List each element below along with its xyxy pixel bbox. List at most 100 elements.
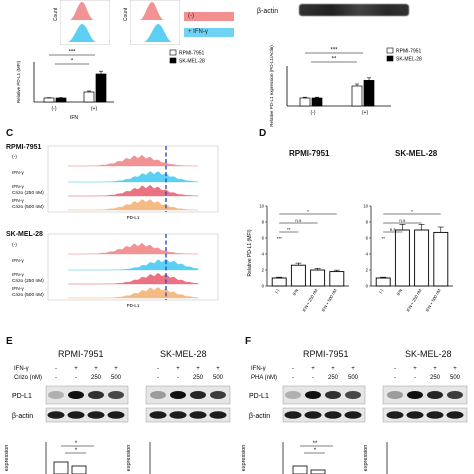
- lane-ifn: +: [311, 366, 315, 372]
- panel-c: C RPMI-7951 SK-MEL-28 (-) IFN-γ IFN-γ Crizo…: [0, 128, 237, 328]
- band-actin: [344, 411, 362, 419]
- panel-f-group1: RPMI-7951: [303, 349, 349, 359]
- y-axis-label: Relative PD-L1 (MFI): [247, 229, 253, 276]
- row-label: Crizo (500 nM): [12, 204, 44, 210]
- y-tick-label: 2: [366, 268, 369, 273]
- histogram-1-0: [68, 242, 198, 255]
- histogram-0-0: [68, 154, 198, 167]
- lane-drug: 250: [430, 375, 441, 381]
- panel-c-letter: C: [6, 128, 14, 139]
- significance-label: n.s: [390, 227, 397, 232]
- band-pdl1: [427, 391, 443, 399]
- lane-drug: -: [157, 375, 159, 381]
- band-actin: [386, 411, 404, 419]
- blot-box-pdl1: [382, 385, 468, 405]
- histogram-thumb-2: [130, 0, 180, 45]
- legend-label: RPMI-7951: [396, 49, 422, 55]
- band-pdl1: [387, 391, 403, 399]
- bar-RPMI-7951-(-): [299, 97, 311, 107]
- y-axis-label: expression: [4, 445, 10, 472]
- significance-label: n.s: [399, 218, 406, 223]
- panel-e-group1: RPMI-7951: [58, 349, 104, 359]
- row1-label: IFN-γ: [251, 366, 266, 372]
- panel-c-group1: RPMI-7951: [6, 144, 42, 151]
- bar-SK-MEL-28-2: [414, 229, 430, 287]
- legend-swatch: [169, 49, 177, 56]
- x-tick-label: (-): [378, 287, 385, 294]
- bar-RPMI-7951-0: [271, 277, 287, 287]
- band-actin: [426, 411, 444, 419]
- y-tick-label: 10: [259, 204, 264, 209]
- row-label: Crizo (250 nM): [12, 278, 44, 284]
- blot-box-actin: [382, 407, 468, 423]
- lower-bar-2: [310, 469, 326, 474]
- lane-ifn: -: [394, 366, 396, 372]
- lane-ifn: +: [94, 366, 98, 372]
- panel-e-group2: SK-MEL-28: [160, 349, 207, 359]
- significance-label: *: [71, 59, 74, 65]
- lane-drug: 250: [91, 375, 102, 381]
- bar-SK-MEL-28-(+): [95, 73, 107, 103]
- row-label: (-): [12, 154, 17, 160]
- band-actin: [324, 411, 342, 419]
- bar-SK-MEL-28-0: [375, 277, 391, 287]
- lane-ifn: +: [351, 366, 355, 372]
- panel-e-letter: E: [6, 336, 13, 347]
- panel-e-blot: IFN-γ Crizo (nM) - - + - +250 +500 - - + - +250 +500 P…: [4, 366, 231, 474]
- lane-drug: 250: [328, 375, 339, 381]
- x-tick-label: (-): [274, 287, 281, 294]
- bar-RPMI-7951-3: [329, 271, 345, 287]
- x-tick-label: (-): [52, 106, 57, 112]
- panel-d-letter: D: [259, 128, 267, 139]
- band-actin: [87, 411, 105, 419]
- band-actin: [209, 411, 227, 419]
- legend-box-neg: (-): [184, 12, 234, 21]
- x-axis-label: IFN: [70, 115, 78, 121]
- bar-SK-MEL-28-(-): [311, 97, 323, 107]
- row-label: (-): [12, 242, 17, 248]
- lower-bar-2: [71, 465, 87, 474]
- band-actin: [67, 411, 85, 419]
- lane-drug: -: [312, 375, 314, 381]
- band-label-pdl1: PD-L1: [12, 393, 32, 400]
- band-pdl1: [150, 391, 166, 399]
- panel-a: Count Count (-) + IFN-γ Relative PD-L1 (…: [0, 0, 237, 130]
- band-pdl1: [210, 391, 226, 399]
- panel-f-group2: SK-MEL-28: [405, 349, 452, 359]
- y-tick-label: 6: [366, 236, 369, 241]
- x-tick-label: IFN + 250 nM: [301, 288, 318, 313]
- significance-label: **: [332, 57, 337, 63]
- y-axis-label: Relative PD-L1 expression (PD-L1/Actin): [269, 45, 274, 127]
- y-axis-label-2: expression: [363, 445, 369, 472]
- bar-SK-MEL-28-(-): [55, 97, 67, 103]
- lane-drug: 500: [213, 375, 224, 381]
- panel-f-letter: F: [245, 336, 252, 347]
- band-actin: [406, 411, 424, 419]
- blot-box-pdl1: [145, 385, 231, 405]
- panel-f: F RPMI-7951 SK-MEL-28 IFN-γ PHA (nM) - - + - +…: [237, 330, 474, 474]
- legend-label: RPMI-7951: [179, 51, 205, 57]
- lane-ifn: +: [176, 366, 180, 372]
- lane-drug: 500: [111, 375, 122, 381]
- y-axis-label: Relative PD-L1 (MFI): [16, 60, 21, 103]
- lane-drug: -: [292, 375, 294, 381]
- legend-label: SK-MEL-28: [396, 57, 422, 63]
- legend-label: SK-MEL-28: [179, 59, 205, 65]
- band-pdl1: [285, 391, 301, 399]
- blot-box-actin: [282, 407, 366, 423]
- y-tick-label: 0: [366, 284, 369, 289]
- bar-RPMI-7951-(-): [43, 97, 55, 103]
- lane-drug: 250: [193, 375, 204, 381]
- panel-b-chart: Relative PD-L1 expression (PD-L1/Actin) (…: [269, 45, 422, 127]
- lower-bar: [53, 461, 69, 474]
- row-label: IFN-γ: [12, 272, 24, 278]
- x-tick-label: (+): [362, 110, 369, 116]
- bar-SK-MEL-28-(+): [363, 80, 375, 107]
- x-tick-label: IFN + 500 nM: [425, 288, 442, 313]
- legend-swatch: [386, 55, 394, 62]
- lane-ifn: +: [331, 366, 335, 372]
- y-tick-label: 2: [262, 268, 265, 273]
- band-actin: [304, 411, 322, 419]
- histogram-thumb-1: [60, 0, 110, 45]
